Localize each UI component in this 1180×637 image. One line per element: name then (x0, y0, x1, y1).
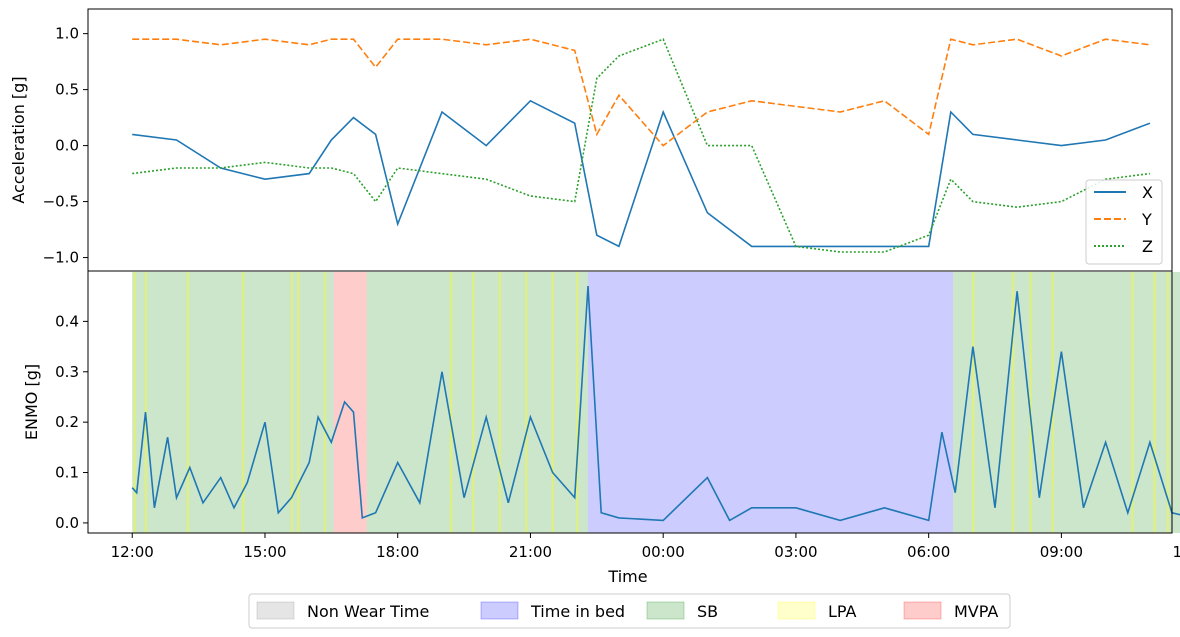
acceleration-y-axis-label: Acceleration [g] (9, 76, 28, 203)
enmo-panel: 0.0 0.1 0.2 0.3 0.4 12:00 15:00 18:00 21:00 00:0… (22, 270, 1180, 586)
band-time-in-bed (587, 272, 953, 533)
y-tick-label: −1.0 (43, 249, 79, 267)
legend-label-time-in-bed: Time in bed (530, 602, 625, 621)
activity-bands (132, 272, 1180, 533)
activity-legend-box (248, 593, 1011, 629)
legend-box (1085, 179, 1163, 265)
band-lpa (498, 272, 501, 533)
x-tick-label: 06:00 (907, 543, 950, 561)
band-lpa (525, 272, 528, 533)
series-line-y (132, 38, 1151, 147)
x-tick-label: 03:00 (774, 543, 817, 561)
legend-label-y: Y (1141, 210, 1152, 229)
y-tick-label: 1.0 (55, 25, 79, 43)
band-lpa (471, 272, 475, 533)
legend-label-sb: SB (697, 602, 718, 621)
legend-label-lpa: LPA (828, 602, 857, 621)
legend-label-non-wear-time: Non Wear Time (307, 602, 429, 621)
x-tick-label: 00:00 (642, 543, 685, 561)
legend-swatch-non-wear-time (256, 601, 295, 620)
acceleration-y-ticks: 1.0 0.5 0.0 −0.5 −1.0 (43, 25, 88, 267)
x-tick-label: 21:00 (509, 543, 552, 561)
band-sb (952, 272, 1180, 533)
enmo-y-axis-label: ENMO [g] (22, 364, 41, 440)
band-lpa (297, 272, 300, 533)
band-lpa (1051, 272, 1055, 533)
y-tick-label: 0.5 (55, 81, 79, 99)
time-x-axis-label: Time (607, 567, 647, 586)
series-line-x (132, 99, 1151, 248)
band-lpa (1011, 272, 1015, 533)
acceleration-axes-frame (87, 8, 1173, 272)
legend-swatch-lpa (777, 601, 816, 620)
band-lpa (133, 272, 136, 533)
x-tick-label: 09:00 (1040, 543, 1083, 561)
y-tick-label: 0.1 (55, 464, 79, 482)
band-lpa (1153, 272, 1156, 533)
acceleration-panel: 1.0 0.5 0.0 −0.5 −1.0 Acceleration [g] XYZ (9, 8, 1173, 272)
legend-label-x: X (1142, 183, 1153, 202)
band-lpa (575, 272, 579, 533)
band-lpa (290, 272, 294, 533)
enmo-series-group (131, 286, 1180, 522)
band-lpa (1131, 272, 1134, 533)
legend-swatch-sb (646, 601, 685, 620)
band-lpa (971, 272, 975, 533)
x-tick-label: 12:00 (1173, 543, 1180, 561)
band-mvpa (333, 272, 367, 533)
acceleration-series-group (132, 38, 1151, 253)
legend-label-z: Z (1142, 237, 1153, 256)
band-lpa (551, 272, 555, 533)
band-lpa (1029, 272, 1032, 533)
band-lpa (323, 272, 327, 533)
legend-label-mvpa: MVPA (954, 602, 998, 621)
enmo-axes-frame (87, 270, 1173, 534)
x-tick-label: 18:00 (376, 543, 419, 561)
activity-legend: Non Wear Time Time in bed SB LPA MVPA (248, 593, 1011, 629)
band-lpa (1166, 272, 1170, 533)
series-line-enmo (131, 286, 1180, 522)
y-tick-label: 0.3 (55, 363, 79, 381)
legend-swatch-mvpa (903, 601, 942, 620)
band-lpa (449, 272, 453, 533)
band-lpa (186, 272, 190, 533)
y-tick-label: 0.2 (55, 413, 79, 431)
y-tick-label: 0.4 (55, 312, 79, 330)
time-x-ticks: 12:00 15:00 18:00 21:00 00:00 03:00 06:00 09:00… (111, 533, 1180, 561)
y-tick-label: 0.0 (55, 514, 79, 532)
enmo-y-ticks: 0.0 0.1 0.2 0.3 0.4 (55, 312, 88, 532)
legend-swatch-time-in-bed (480, 601, 519, 620)
x-tick-label: 15:00 (243, 543, 286, 561)
x-tick-label: 12:00 (111, 543, 154, 561)
band-sb (132, 272, 334, 533)
band-lpa (144, 272, 148, 533)
band-lpa (241, 272, 245, 533)
xyz-legend: XYZ (1085, 179, 1163, 265)
series-line-z (132, 38, 1151, 253)
y-tick-label: 0.0 (55, 137, 79, 155)
y-tick-label: −0.5 (43, 193, 79, 211)
band-sb (366, 272, 588, 533)
